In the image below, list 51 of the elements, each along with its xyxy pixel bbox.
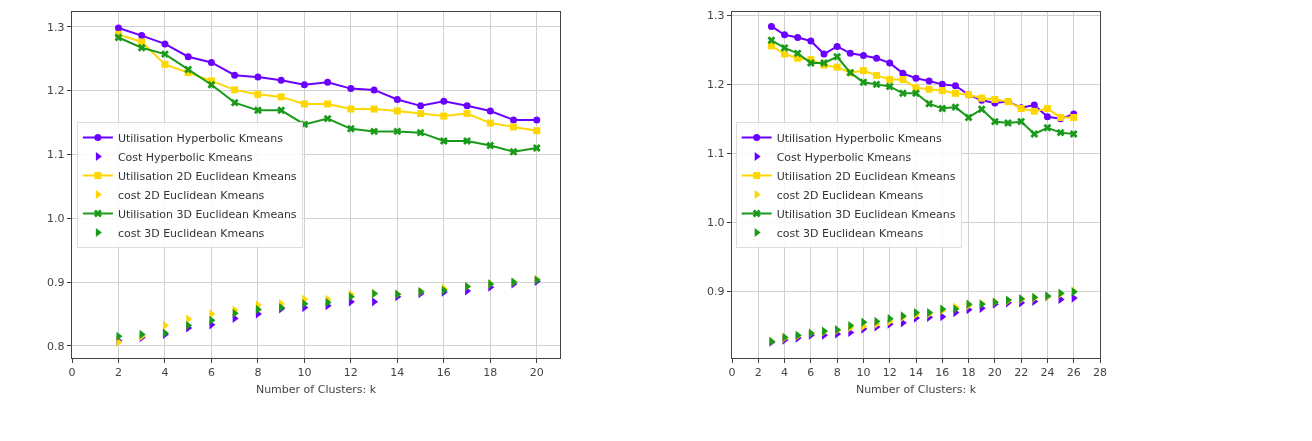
x-tick-label: 6 xyxy=(207,366,215,380)
x-tick-label: 0 xyxy=(728,366,736,380)
x-tick-label: 20 xyxy=(529,366,544,380)
x-tick-label: 8 xyxy=(833,366,841,380)
legend-label: Utilisation 3D Euclidean Kmeans xyxy=(117,207,297,221)
x-axis-title: Number of Clusters: k xyxy=(255,382,377,396)
y-tick-label: 0.9 xyxy=(707,284,725,298)
y-tick-label: 1.2 xyxy=(47,84,65,98)
legend-label: Cost Hyperbolic Kmeans xyxy=(117,150,253,164)
x-tick-label: 10 xyxy=(856,366,871,380)
legend-label: Utilisation Hyperbolic Kmeans xyxy=(117,131,284,145)
legend-label: cost 2D Euclidean Kmeans xyxy=(117,188,265,202)
legend-label: cost 3D Euclidean Kmeans xyxy=(117,226,265,240)
x-tick-label: 4 xyxy=(781,366,789,380)
legend-label: Utilisation 3D Euclidean Kmeans xyxy=(776,207,956,221)
legend-label: Cost Hyperbolic Kmeans xyxy=(776,150,912,164)
x-tick-label: 6 xyxy=(807,366,815,380)
x-tick-label: 16 xyxy=(935,366,950,380)
legend-label: cost 2D Euclidean Kmeans xyxy=(776,188,924,202)
legend-label: cost 3D Euclidean Kmeans xyxy=(776,226,924,240)
x-tick-label: 2 xyxy=(754,366,762,380)
y-tick-label: 1.0 xyxy=(707,216,725,230)
x-tick-label: 8 xyxy=(254,366,262,380)
x-tick-label: 28 xyxy=(1093,366,1107,380)
x-tick-label: 10 xyxy=(297,366,312,380)
x-tick-label: 14 xyxy=(390,366,405,380)
legend-label: Utilisation Hyperbolic Kmeans xyxy=(776,131,943,145)
x-tick-label: 14 xyxy=(909,366,923,380)
y-tick-label: 0.9 xyxy=(47,275,65,289)
y-tick-label: 1.1 xyxy=(707,147,725,161)
x-tick-label: 24 xyxy=(1040,366,1055,380)
x-tick-label: 26 xyxy=(1066,366,1081,380)
x-tick-label: 4 xyxy=(161,366,169,380)
legend-label: Utilisation 2D Euclidean Kmeans xyxy=(117,169,297,183)
x-tick-label: 12 xyxy=(882,366,897,380)
x-tick-label: 18 xyxy=(961,366,976,380)
x-tick-label: 2 xyxy=(114,366,122,380)
x-tick-label: 0 xyxy=(68,366,76,380)
y-tick-label: 1.0 xyxy=(47,212,65,226)
x-axis-title: Number of Clusters: k xyxy=(855,382,977,396)
y-tick-label: 0.8 xyxy=(47,339,65,353)
x-tick-label: 16 xyxy=(436,366,451,380)
y-tick-label: 1.3 xyxy=(47,20,65,34)
y-tick-label: 1.1 xyxy=(47,148,65,162)
x-tick-label: 20 xyxy=(987,366,1002,380)
x-tick-label: 12 xyxy=(343,366,358,380)
y-tick-label: 1.2 xyxy=(707,78,725,92)
x-tick-label: 22 xyxy=(1014,366,1029,380)
x-tick-label: 18 xyxy=(483,366,498,380)
y-tick-label: 1.3 xyxy=(707,9,725,23)
legend-label: Utilisation 2D Euclidean Kmeans xyxy=(776,169,956,183)
